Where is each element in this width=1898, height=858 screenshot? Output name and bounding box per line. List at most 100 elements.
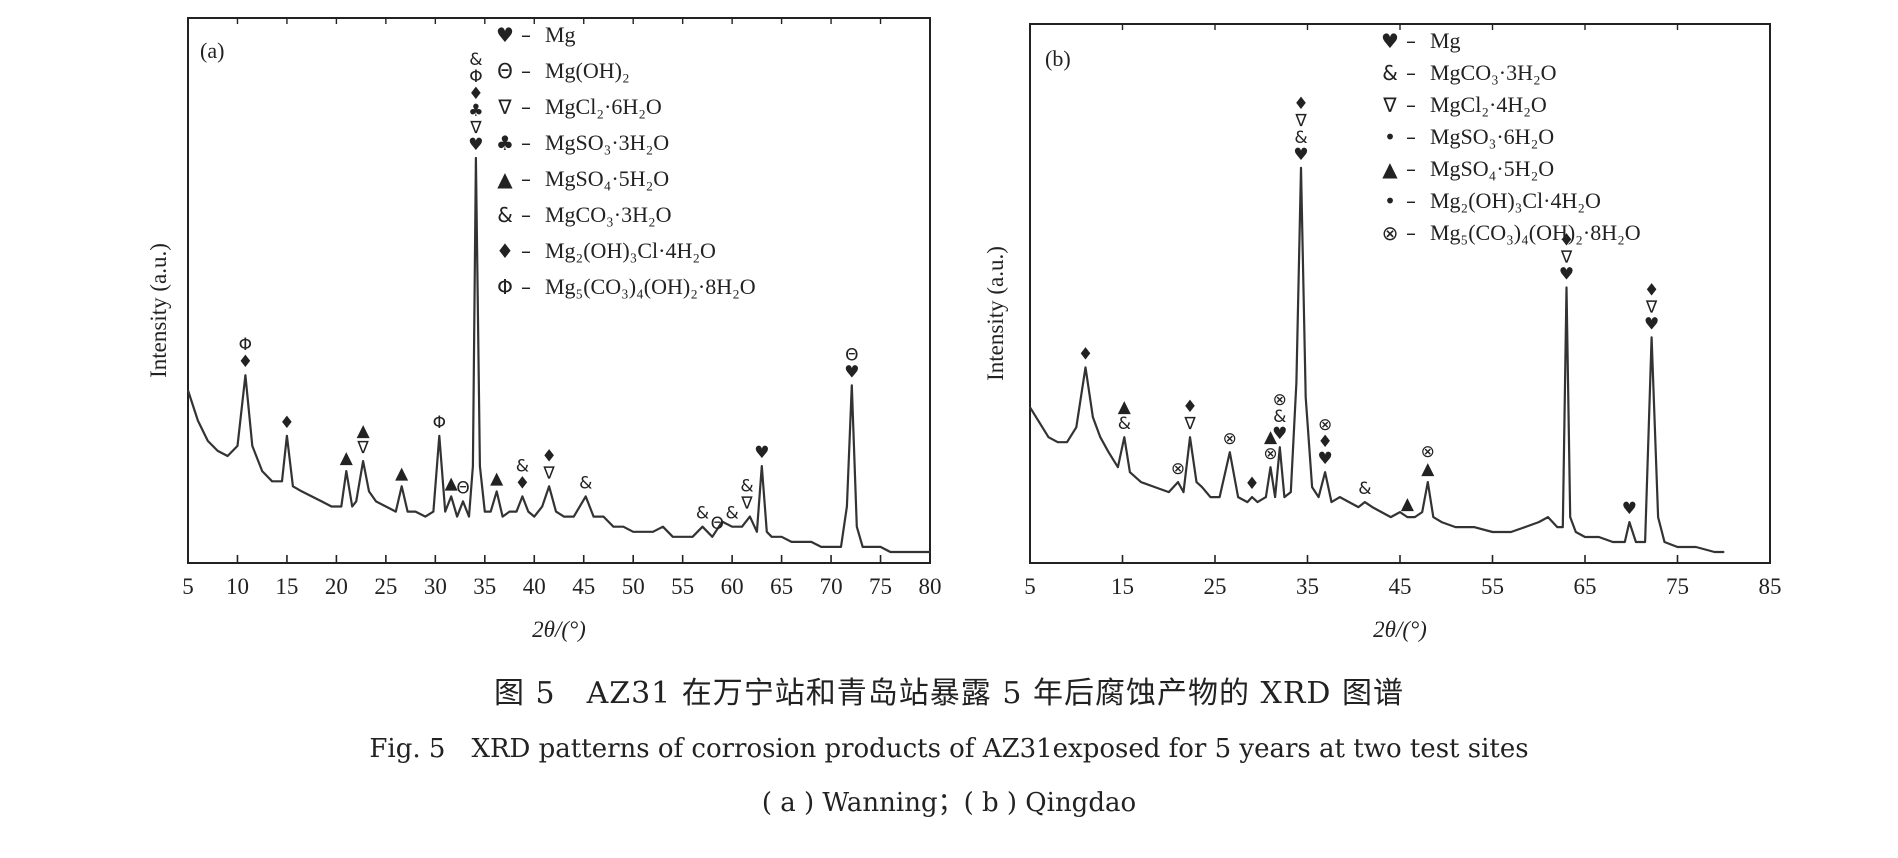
data-point [1057, 441, 1059, 444]
x-tick-label: 45 [572, 574, 595, 599]
x-tick-label: 15 [275, 574, 298, 599]
data-point [1348, 501, 1350, 503]
data-point [1295, 381, 1298, 384]
x-axis-label: 2θ/(°) [532, 617, 586, 642]
data-point [489, 510, 492, 513]
data-point [456, 515, 458, 518]
peak-marker: ∇ [1183, 414, 1196, 434]
peak-marker: & [516, 456, 529, 476]
data-point [1246, 501, 1249, 503]
data-point [244, 374, 247, 377]
data-point [1575, 531, 1577, 533]
data-point [414, 510, 417, 513]
xrd-trace [186, 156, 930, 554]
data-point [1510, 531, 1512, 533]
data-point [1713, 551, 1716, 553]
legend-symbol: ▲ [497, 167, 513, 191]
data-point [395, 510, 397, 513]
data-point [899, 551, 902, 553]
data-point [1123, 436, 1126, 439]
data-point [1695, 546, 1697, 548]
legend-dash: – [1406, 189, 1416, 213]
peak-marker: & [1118, 414, 1131, 434]
legend-symbol: ∇ [1382, 93, 1397, 117]
peak-marker: & [726, 504, 739, 524]
x-tick-label: 50 [622, 574, 645, 599]
data-point [879, 546, 882, 548]
data-point [362, 460, 364, 462]
data-point [1324, 471, 1326, 474]
legend-dash: – [1406, 221, 1416, 245]
peak-marker: ▲ [395, 463, 409, 483]
legend-dash: – [521, 59, 531, 83]
x-tick-label: 65 [1574, 574, 1597, 599]
legend-label: MgSO₄·5H₂O [1430, 156, 1554, 181]
panel-label: (a) [200, 38, 224, 63]
peak-marker: ♦ [1182, 397, 1197, 417]
data-point [1084, 366, 1087, 369]
data-point [406, 510, 409, 513]
data-point [281, 480, 283, 483]
x-tick-label: 60 [721, 574, 744, 599]
peak-marker: ∇ [1645, 297, 1658, 317]
data-point [1624, 541, 1626, 543]
legend-symbol: & [1382, 61, 1398, 85]
chart-panel-a: 5 10 15 20 25 30 35 40 45 50 55 60 65 70 75 80 2θ/(°) Int… [146, 17, 942, 642]
data-point [310, 495, 313, 498]
data-point [1644, 541, 1646, 543]
legend-label: MgSO₃·3H₂O [545, 130, 669, 155]
peak-marker: ⊗ [1273, 390, 1287, 410]
data-point [652, 531, 654, 533]
data-point [1650, 336, 1653, 339]
chart-panel-b: 5 15 25 35 45 55 65 75 85 2θ/(°) Intensity (a.u.) (… [983, 23, 1782, 642]
peak-marker: ♦ [1244, 474, 1259, 494]
data-point [479, 465, 481, 467]
data-point [1473, 526, 1475, 528]
peak-marker: ♦ [541, 446, 556, 466]
data-point [1399, 511, 1401, 513]
peak-marker: & [579, 473, 592, 493]
data-point [1657, 516, 1659, 518]
peak-marker: ▲ [1401, 494, 1415, 514]
data-point [450, 495, 453, 498]
peak-marker: & [469, 50, 482, 70]
data-point [672, 536, 674, 538]
data-point [1269, 466, 1272, 469]
data-point [216, 450, 219, 452]
data-point [1129, 471, 1131, 474]
x-tick-label: 20 [325, 574, 348, 599]
peak-marker: ♦ [1644, 280, 1659, 300]
data-point [495, 490, 498, 493]
data-point [1209, 496, 1212, 498]
legend-symbol: ♦ [496, 239, 514, 263]
data-point [286, 435, 288, 437]
data-point [1538, 521, 1540, 523]
legend-label: Mg(OH)₂ [545, 58, 630, 83]
data-point [1427, 481, 1429, 483]
legend-label: Mg [545, 22, 576, 47]
data-point [1237, 496, 1239, 498]
data-point [548, 485, 550, 488]
legend-label: MgSO₄·5H₂O [545, 166, 669, 191]
legend-dash: – [521, 203, 531, 227]
data-point [1414, 516, 1416, 518]
data-point [820, 546, 822, 548]
peak-marker: ♦ [238, 352, 253, 372]
peak-marker: ▲ [445, 473, 459, 493]
x-tick-label: 45 [1389, 574, 1412, 599]
data-point [1195, 481, 1198, 483]
peak-marker: ∇ [740, 494, 753, 514]
legend-dash: – [1406, 125, 1416, 149]
legend-label: MgCl₂·4H₂O [1430, 92, 1547, 117]
data-point [472, 465, 474, 467]
figure-caption-panels: ( a ) Wanning；( b ) Qingdao [761, 788, 1137, 818]
x-tick-label: 65 [770, 574, 793, 599]
data-point [691, 536, 694, 538]
data-point [1311, 486, 1313, 488]
data-point [840, 546, 842, 548]
peak-marker: ∇ [469, 118, 482, 138]
legend-dash: – [521, 131, 531, 155]
peak-marker: ♦ [515, 473, 530, 493]
data-point [226, 455, 229, 457]
